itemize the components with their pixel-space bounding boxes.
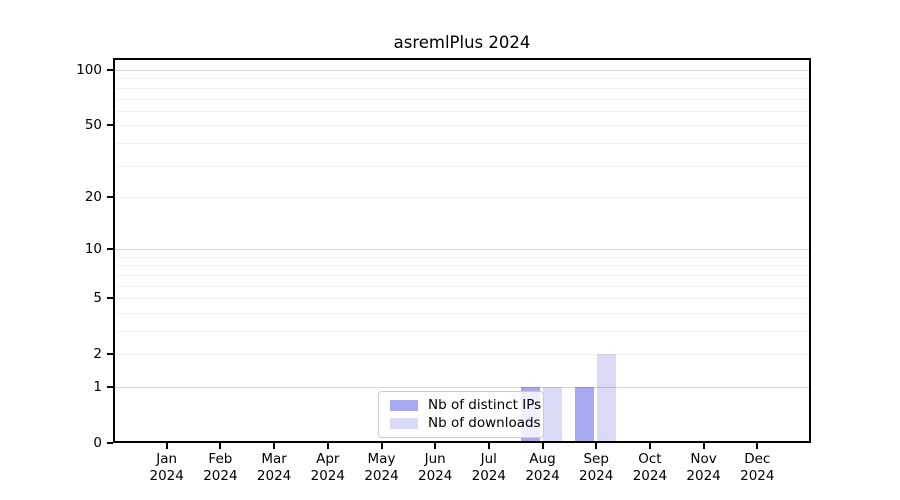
gridline-2 bbox=[115, 354, 809, 356]
gridline-3 bbox=[115, 331, 809, 332]
gridline-1 bbox=[115, 387, 809, 388]
gridline-50 bbox=[115, 125, 809, 127]
x-tick-label-may: May 2024 bbox=[364, 451, 399, 484]
x-tick-label-jul: Jul 2024 bbox=[471, 451, 506, 484]
gridline-70 bbox=[115, 98, 809, 100]
y-tick-label-1: 1 bbox=[93, 379, 102, 395]
x-tick-label-nov: Nov 2024 bbox=[686, 451, 721, 484]
y-tick-label-50: 50 bbox=[84, 117, 102, 134]
gridline-8 bbox=[115, 265, 809, 267]
x-tick-label-oct: Oct 2024 bbox=[632, 451, 668, 484]
y-tick-100 bbox=[107, 69, 113, 71]
gridline-90 bbox=[115, 78, 809, 80]
gridline-10 bbox=[115, 249, 809, 251]
y-tick-label-20: 20 bbox=[84, 188, 102, 205]
y-tick-5 bbox=[107, 297, 113, 300]
gridline-20 bbox=[115, 196, 809, 198]
x-tick-label-apr: Apr 2024 bbox=[310, 451, 345, 484]
legend: Nb of distinct IPs Nb of downloads bbox=[378, 391, 544, 438]
x-tick-jan bbox=[165, 443, 168, 449]
x-tick-label-jun: Jun 2024 bbox=[418, 451, 453, 484]
y-tick-label-2: 2 bbox=[93, 346, 102, 363]
gridline-4 bbox=[115, 312, 809, 314]
y-tick-10 bbox=[107, 248, 113, 251]
gridline-5 bbox=[115, 298, 809, 300]
x-tick-apr bbox=[326, 443, 329, 449]
gridline-80 bbox=[115, 87, 809, 89]
x-tick-sep bbox=[595, 443, 598, 449]
x-tick-label-mar: Mar 2024 bbox=[256, 451, 292, 484]
x-tick-may bbox=[380, 443, 383, 449]
x-tick-label-dec: Dec 2024 bbox=[740, 451, 775, 484]
y-tick-50 bbox=[107, 124, 113, 127]
y-tick-2 bbox=[107, 353, 113, 356]
x-tick-aug bbox=[541, 443, 544, 449]
bar-downloads-aug bbox=[543, 387, 562, 443]
x-tick-jul bbox=[487, 443, 490, 449]
gridline-100 bbox=[115, 70, 809, 71]
legend-swatch-distinct-ips bbox=[390, 400, 418, 411]
x-tick-oct bbox=[648, 443, 651, 449]
bar-distinct-ips-sep bbox=[574, 387, 594, 443]
x-tick-label-sep: Sep 2024 bbox=[579, 451, 614, 484]
x-tick-label-feb: Feb 2024 bbox=[203, 451, 238, 484]
legend-entry-distinct-ips: Nb of distinct IPs bbox=[379, 398, 543, 413]
legend-swatch-downloads bbox=[390, 418, 418, 429]
legend-label-distinct-ips: Nb of distinct IPs bbox=[428, 397, 542, 413]
chart-title: asremlPlus 2024 bbox=[393, 33, 531, 52]
y-tick-1 bbox=[107, 386, 113, 388]
x-tick-mar bbox=[273, 443, 276, 449]
gridline-9 bbox=[115, 256, 809, 258]
legend-entry-downloads: Nb of downloads bbox=[379, 416, 543, 431]
gridline-7 bbox=[115, 274, 809, 276]
y-tick-label-5: 5 bbox=[93, 290, 102, 307]
x-tick-nov bbox=[702, 443, 705, 449]
bar-downloads-sep bbox=[596, 354, 616, 443]
gridline-60 bbox=[115, 110, 809, 112]
x-tick-dec bbox=[756, 443, 759, 449]
legend-label-downloads: Nb of downloads bbox=[428, 415, 541, 431]
y-tick-label-10: 10 bbox=[84, 241, 102, 258]
x-tick-label-jan: Jan 2024 bbox=[149, 451, 184, 484]
x-tick-feb bbox=[219, 443, 222, 449]
y-tick-label-0: 0 bbox=[93, 435, 102, 451]
y-tick-0 bbox=[107, 442, 113, 444]
gridline-30 bbox=[115, 165, 809, 167]
gridline-40 bbox=[115, 142, 809, 144]
x-tick-jun bbox=[434, 443, 437, 449]
y-tick-label-100: 100 bbox=[76, 62, 102, 78]
gridline-6 bbox=[115, 285, 809, 287]
y-tick-20 bbox=[107, 195, 113, 198]
x-tick-label-aug: Aug 2024 bbox=[525, 451, 560, 484]
